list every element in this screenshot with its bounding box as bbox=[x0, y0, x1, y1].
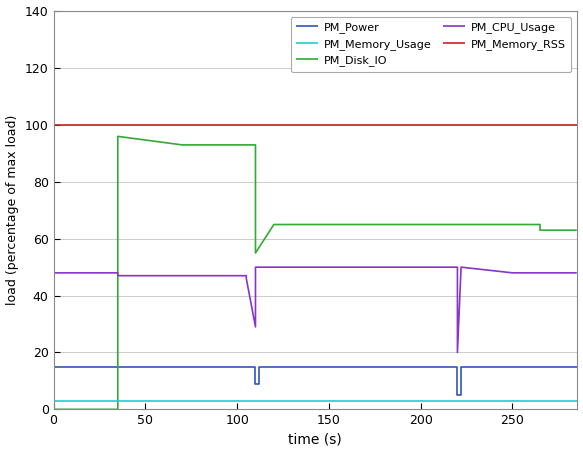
PM_Power bbox=[454, 392, 461, 398]
PM_CPU_Usage bbox=[261, 265, 268, 270]
PM_CPU_Usage bbox=[509, 270, 516, 275]
PM_Power bbox=[256, 364, 263, 369]
PM_CPU_Usage bbox=[261, 265, 268, 270]
PM_Power bbox=[458, 392, 465, 398]
PM_Disk_IO bbox=[252, 142, 259, 148]
PM_Power bbox=[252, 364, 259, 369]
PM_Disk_IO bbox=[271, 222, 278, 227]
PM_Disk_IO bbox=[536, 222, 543, 227]
PM_Disk_IO bbox=[536, 227, 543, 233]
PM_Disk_IO bbox=[178, 142, 185, 148]
PM_Power bbox=[50, 364, 57, 369]
PM_CPU_Usage bbox=[114, 270, 121, 275]
PM_Disk_IO bbox=[252, 250, 259, 255]
PM_Disk_IO bbox=[454, 222, 461, 227]
PM_CPU_Usage bbox=[458, 265, 465, 270]
PM_CPU_Usage bbox=[454, 265, 461, 270]
PM_Disk_IO bbox=[573, 227, 580, 233]
PM_Disk_IO bbox=[458, 222, 465, 227]
PM_CPU_Usage bbox=[573, 270, 580, 275]
Line: PM_Disk_IO: PM_Disk_IO bbox=[54, 136, 577, 410]
PM_Disk_IO bbox=[458, 222, 465, 227]
Line: PM_Power: PM_Power bbox=[54, 366, 577, 395]
PM_CPU_Usage bbox=[243, 273, 250, 279]
PM_CPU_Usage bbox=[114, 273, 121, 279]
PM_Disk_IO bbox=[114, 407, 121, 412]
PM_Power bbox=[454, 364, 461, 369]
PM_Disk_IO bbox=[178, 142, 185, 148]
PM_CPU_Usage bbox=[243, 276, 250, 281]
PM_Disk_IO bbox=[271, 222, 278, 227]
PM_CPU_Usage bbox=[252, 265, 259, 270]
PM_Disk_IO bbox=[454, 222, 461, 227]
PM_Power bbox=[458, 364, 465, 369]
X-axis label: time (s): time (s) bbox=[288, 433, 342, 447]
PM_CPU_Usage bbox=[50, 270, 57, 275]
PM_Power bbox=[573, 364, 580, 369]
PM_Power bbox=[114, 364, 121, 369]
PM_CPU_Usage bbox=[509, 270, 516, 275]
PM_Power bbox=[114, 364, 121, 369]
Y-axis label: load (percentage of max load): load (percentage of max load) bbox=[6, 115, 19, 305]
Legend: PM_Power, PM_Memory_Usage, PM_Disk_IO, PM_CPU_Usage, PM_Memory_RSS: PM_Power, PM_Memory_Usage, PM_Disk_IO, P… bbox=[291, 17, 571, 72]
PM_Power bbox=[256, 381, 263, 386]
PM_CPU_Usage bbox=[454, 350, 461, 355]
PM_Disk_IO bbox=[114, 134, 121, 139]
PM_Power bbox=[252, 381, 259, 386]
Line: PM_CPU_Usage: PM_CPU_Usage bbox=[54, 267, 577, 352]
PM_Disk_IO bbox=[50, 407, 57, 412]
PM_CPU_Usage bbox=[458, 265, 465, 270]
PM_CPU_Usage bbox=[252, 324, 259, 330]
